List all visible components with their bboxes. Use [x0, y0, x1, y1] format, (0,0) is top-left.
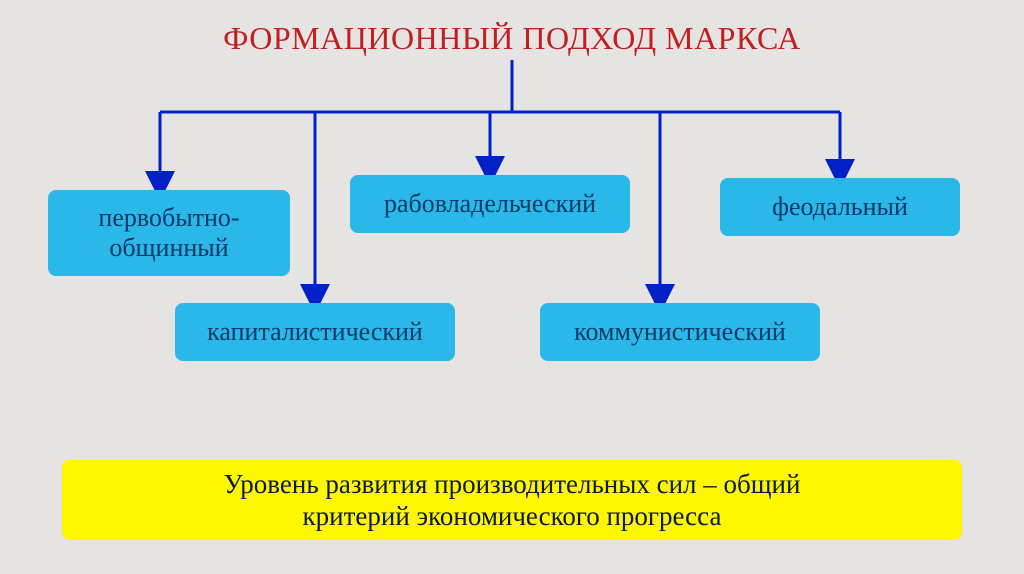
footer-line-1: Уровень развития производительных сил – … [224, 468, 801, 500]
formation-node: коммунистический [540, 303, 820, 361]
formation-node-label: рабовладельческий [384, 189, 596, 219]
diagram-title: ФОРМАЦИОННЫЙ ПОДХОД МАРКСА [0, 20, 1024, 57]
formation-node-label: феодальный [772, 192, 908, 222]
formation-node-label: капиталистический [207, 317, 423, 347]
footer-caption: Уровень развития производительных сил – … [62, 460, 962, 540]
footer-line-2: критерий экономического прогресса [224, 500, 801, 532]
formation-node: первобытно- общинный [48, 190, 290, 276]
formation-node: рабовладельческий [350, 175, 630, 233]
formation-node: капиталистический [175, 303, 455, 361]
formation-node-label: коммунистический [574, 317, 786, 347]
formation-node-label: первобытно- общинный [98, 203, 239, 263]
formation-node: феодальный [720, 178, 960, 236]
